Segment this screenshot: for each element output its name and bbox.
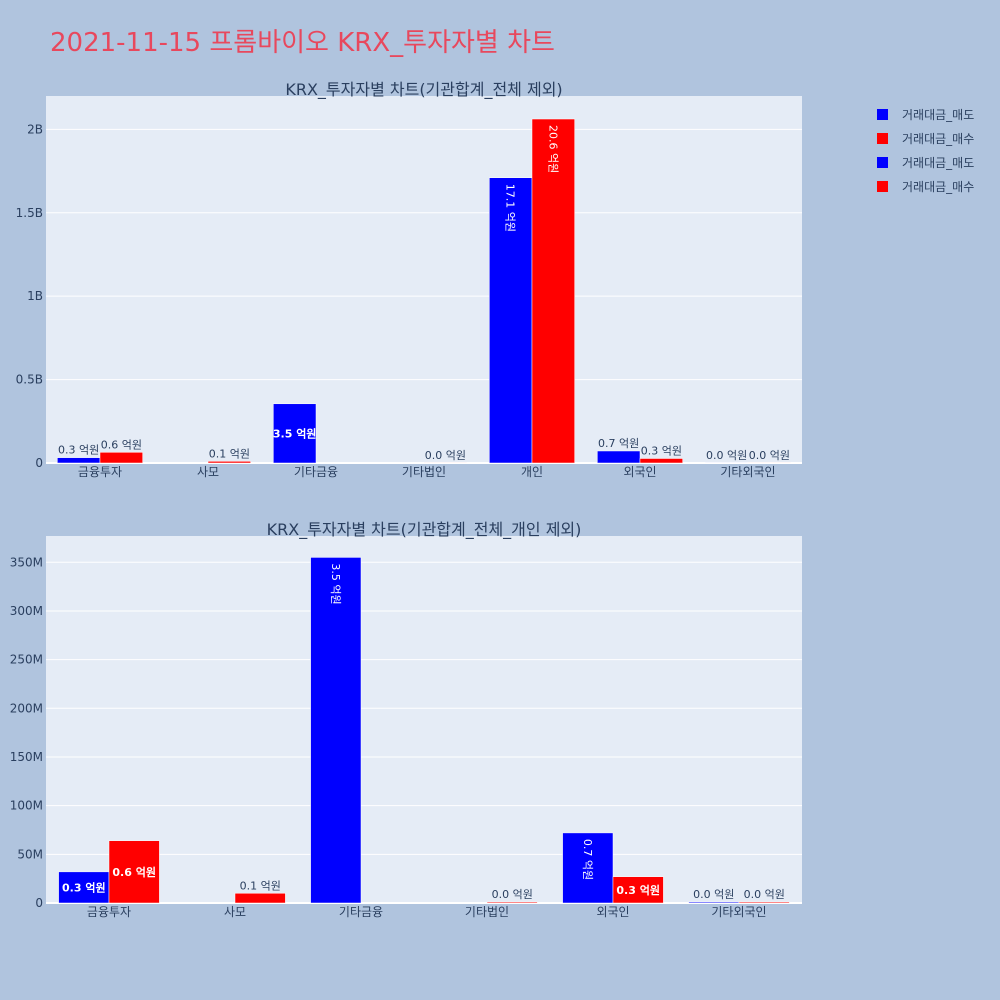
bar-buy — [234, 893, 286, 904]
x-tick-label: 기타외국인 — [720, 465, 775, 479]
chart-title: KRX_투자자별 차트(기관합계_전체 제외) — [285, 80, 562, 100]
data-label: 0.0 억원 — [744, 888, 785, 901]
x-tick-label: 기타법인 — [465, 905, 509, 919]
legend-item: 거래대금_매도 — [902, 156, 974, 170]
data-label: 0.0 억원 — [492, 888, 533, 901]
data-label: 0.0 억원 — [706, 449, 747, 462]
x-tick-label: 기타금융 — [294, 465, 338, 479]
y-tick-label: 50M — [17, 847, 43, 861]
bar-buy — [639, 458, 683, 464]
y-tick-label: 0 — [35, 896, 43, 910]
y-tick-label: 150M — [10, 750, 43, 764]
bar-sell — [597, 450, 641, 464]
data-label: 0.6 억원 — [101, 438, 142, 451]
x-tick-label: 기타외국인 — [711, 905, 766, 919]
chart-2: 0 50M 100M 150M 200M 250M 300M 350M KRX_투자자별 차트(… — [10, 520, 802, 919]
bar-buy — [207, 461, 251, 464]
y-tick-label: 300M — [10, 604, 43, 618]
data-label: 17.1 억원 — [504, 184, 517, 232]
legend-swatch — [877, 181, 888, 192]
legend-item: 거래대금_매수 — [902, 180, 974, 194]
y-tick-label: 1.5B — [16, 206, 43, 220]
chart-1: 0 0.5B 1B 1.5B 2B KRX_투자자별 차트(기관합계_전체 제외) 금융투자… — [16, 80, 802, 479]
data-label: 3.5 억원 — [273, 426, 317, 440]
bar-buy — [531, 118, 575, 464]
data-label: 0.0 억원 — [693, 888, 734, 901]
data-label: 0.1 억원 — [209, 447, 250, 460]
x-tick-label: 기타법인 — [402, 465, 446, 479]
data-label: 0.0 억원 — [749, 449, 790, 462]
page-title: 2021-11-15 프롬바이오 KRX_투자자별 차트 — [50, 28, 555, 58]
data-label: 0.3 억원 — [641, 444, 682, 457]
bar-buy — [486, 901, 538, 904]
bar-buy — [612, 876, 664, 904]
data-label: 0.7 억원 — [598, 437, 639, 450]
bar-buy — [99, 452, 143, 464]
x-tick-label: 개인 — [521, 465, 543, 479]
y-tick-label: 200M — [10, 701, 43, 715]
chart-title: KRX_투자자별 차트(기관합계_전체_개인 제외) — [267, 520, 582, 540]
y-tick-label: 1B — [27, 289, 43, 303]
x-tick-label: 기타금융 — [339, 905, 383, 919]
data-label: 3.5 억원 — [329, 563, 342, 604]
y-tick-label: 100M — [10, 799, 43, 813]
data-label: 0.3 억원 — [58, 444, 99, 457]
data-label: 0.1 억원 — [240, 879, 281, 892]
x-tick-label: 사모 — [197, 465, 219, 479]
bar-sell — [57, 457, 101, 464]
y-tick-label: 0.5B — [16, 373, 43, 387]
legend-item: 거래대금_매수 — [902, 132, 974, 146]
y-tick-label: 250M — [10, 653, 43, 667]
x-tick-label: 외국인 — [623, 465, 656, 479]
data-label: 0.3 억원 — [616, 883, 660, 897]
x-tick-label: 외국인 — [596, 905, 629, 919]
x-tick-label: 금융투자 — [87, 905, 131, 919]
bar-sell — [562, 832, 614, 904]
x-tick-label: 사모 — [224, 905, 246, 919]
bar-sell — [273, 403, 317, 464]
y-tick-label: 350M — [10, 555, 43, 569]
data-label: 0.3 억원 — [62, 880, 106, 894]
data-label: 0.6 억원 — [112, 865, 156, 879]
data-label: 0.0 억원 — [425, 449, 466, 462]
y-tick-label: 2B — [27, 122, 43, 136]
legend-swatch — [877, 157, 888, 168]
plot-area — [46, 536, 802, 903]
legend-swatch — [877, 109, 888, 120]
bar-sell — [310, 557, 362, 904]
legend-item: 거래대금_매도 — [902, 108, 974, 122]
data-label: 0.7 억원 — [581, 839, 594, 880]
bar-sell — [489, 177, 533, 464]
x-tick-label: 금융투자 — [78, 465, 122, 479]
plot-area — [46, 96, 802, 463]
y-tick-label: 0 — [35, 456, 43, 470]
bar-buy — [108, 840, 160, 904]
bar-sell — [58, 871, 110, 904]
data-label: 20.6 억원 — [546, 125, 559, 173]
bar-buy — [738, 901, 790, 904]
bar-sell — [688, 901, 740, 904]
legend-swatch — [877, 133, 888, 144]
